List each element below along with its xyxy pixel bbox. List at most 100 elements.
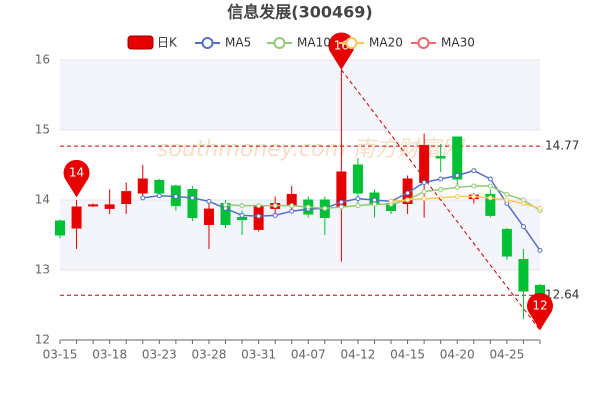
x-tick-label: 04-15 <box>390 348 425 362</box>
ma-point <box>206 198 212 204</box>
candle-body <box>501 228 512 257</box>
ma-point <box>305 204 311 210</box>
y-tick-label: 16 <box>35 53 50 67</box>
ma-point <box>438 187 444 192</box>
ma-point <box>338 204 344 210</box>
ma-point <box>454 173 460 178</box>
chart-title: 信息发展(300469) <box>227 3 372 22</box>
ma-point <box>140 195 146 201</box>
x-tick-label: 04-07 <box>291 348 326 362</box>
candle-body <box>419 144 430 183</box>
ma-point <box>520 224 526 230</box>
candle-body <box>104 204 115 209</box>
mark-point <box>527 292 553 331</box>
x-tick-label: 03-23 <box>142 348 177 362</box>
candle-body <box>518 259 529 292</box>
ma-point <box>471 168 477 174</box>
ma-point <box>471 183 477 189</box>
legend-swatch <box>273 37 286 49</box>
candle-body <box>137 178 148 194</box>
mark-point-label: 12 <box>532 299 547 313</box>
x-tick-label: 03-28 <box>192 348 227 362</box>
ma-point <box>338 199 344 205</box>
ma-point <box>504 197 510 203</box>
ma-point <box>256 203 262 209</box>
ma-point <box>239 212 245 218</box>
legend-label: MA20 <box>369 36 403 50</box>
grid-band <box>60 200 540 270</box>
y-tick-label: 15 <box>35 123 50 137</box>
ma-point <box>487 176 493 182</box>
candle-body <box>121 191 132 205</box>
y-tick-label: 13 <box>35 263 50 277</box>
candle-body <box>485 193 496 216</box>
ma-point <box>388 198 394 204</box>
legend-label: MA5 <box>225 36 251 50</box>
legend-label: 日K <box>157 36 178 50</box>
grid-band <box>60 60 540 130</box>
ma-point <box>322 205 328 211</box>
ma-point <box>520 201 526 206</box>
candle-body <box>452 136 463 180</box>
ma-point <box>504 191 510 197</box>
trend-line <box>340 69 541 331</box>
candle-body <box>71 206 82 229</box>
ma-point <box>239 203 245 209</box>
y-tick-label: 12 <box>35 333 50 347</box>
legend-swatch <box>345 37 358 49</box>
candle-body <box>55 220 65 236</box>
x-tick-label: 04-12 <box>340 348 375 362</box>
ma-point <box>289 203 295 209</box>
legend-swatch <box>417 37 430 49</box>
ma-point <box>421 189 427 195</box>
candle-body <box>187 189 198 218</box>
candle-body <box>88 204 99 207</box>
legend-label: MA30 <box>441 36 475 50</box>
mark-line-label: 14.77 <box>545 139 579 153</box>
ma-point <box>405 190 411 196</box>
x-tick-label: 03-15 <box>43 348 78 362</box>
x-tick-label: 04-25 <box>489 348 524 362</box>
ma-point <box>454 184 460 190</box>
ma-point <box>471 194 477 199</box>
ma-point <box>371 201 377 207</box>
mark-line-label: 12.64 <box>545 288 579 302</box>
ma-point <box>223 202 229 208</box>
mark-point-label: 16 <box>334 38 349 52</box>
candle-body <box>203 208 214 226</box>
ma-line <box>225 185 541 212</box>
ma-point <box>421 196 427 202</box>
ma-point <box>289 208 295 214</box>
ma-point <box>355 196 361 202</box>
mark-point <box>63 159 90 198</box>
ma-point <box>421 180 427 185</box>
ma-point <box>173 194 179 199</box>
ma-point <box>189 195 195 201</box>
watermark: southmoney.com 南方财富网 <box>157 137 466 162</box>
ma-point <box>272 203 278 209</box>
ma-point <box>487 195 493 201</box>
x-tick-label: 03-18 <box>92 348 127 362</box>
ma-point <box>537 205 543 211</box>
ma-point <box>355 203 361 209</box>
ma-point <box>156 193 162 199</box>
ma-point <box>487 183 493 189</box>
candle-body <box>435 156 446 159</box>
legend-label: MA10 <box>297 36 331 50</box>
ma-point <box>438 176 444 182</box>
ma-point <box>272 212 278 218</box>
ma-point <box>537 247 543 253</box>
x-tick-label: 04-20 <box>440 348 475 362</box>
legend-swatch <box>127 35 154 50</box>
candle-body <box>154 179 165 194</box>
x-tick-label: 03-31 <box>241 348 276 362</box>
ma-point <box>405 197 411 203</box>
legend-swatch <box>201 37 214 49</box>
ma-point <box>454 194 460 199</box>
ma-point <box>256 213 262 219</box>
mark-point-label: 14 <box>69 166 84 180</box>
ma-line <box>390 195 541 210</box>
y-tick-label: 14 <box>35 193 50 207</box>
candle-body <box>352 164 363 194</box>
